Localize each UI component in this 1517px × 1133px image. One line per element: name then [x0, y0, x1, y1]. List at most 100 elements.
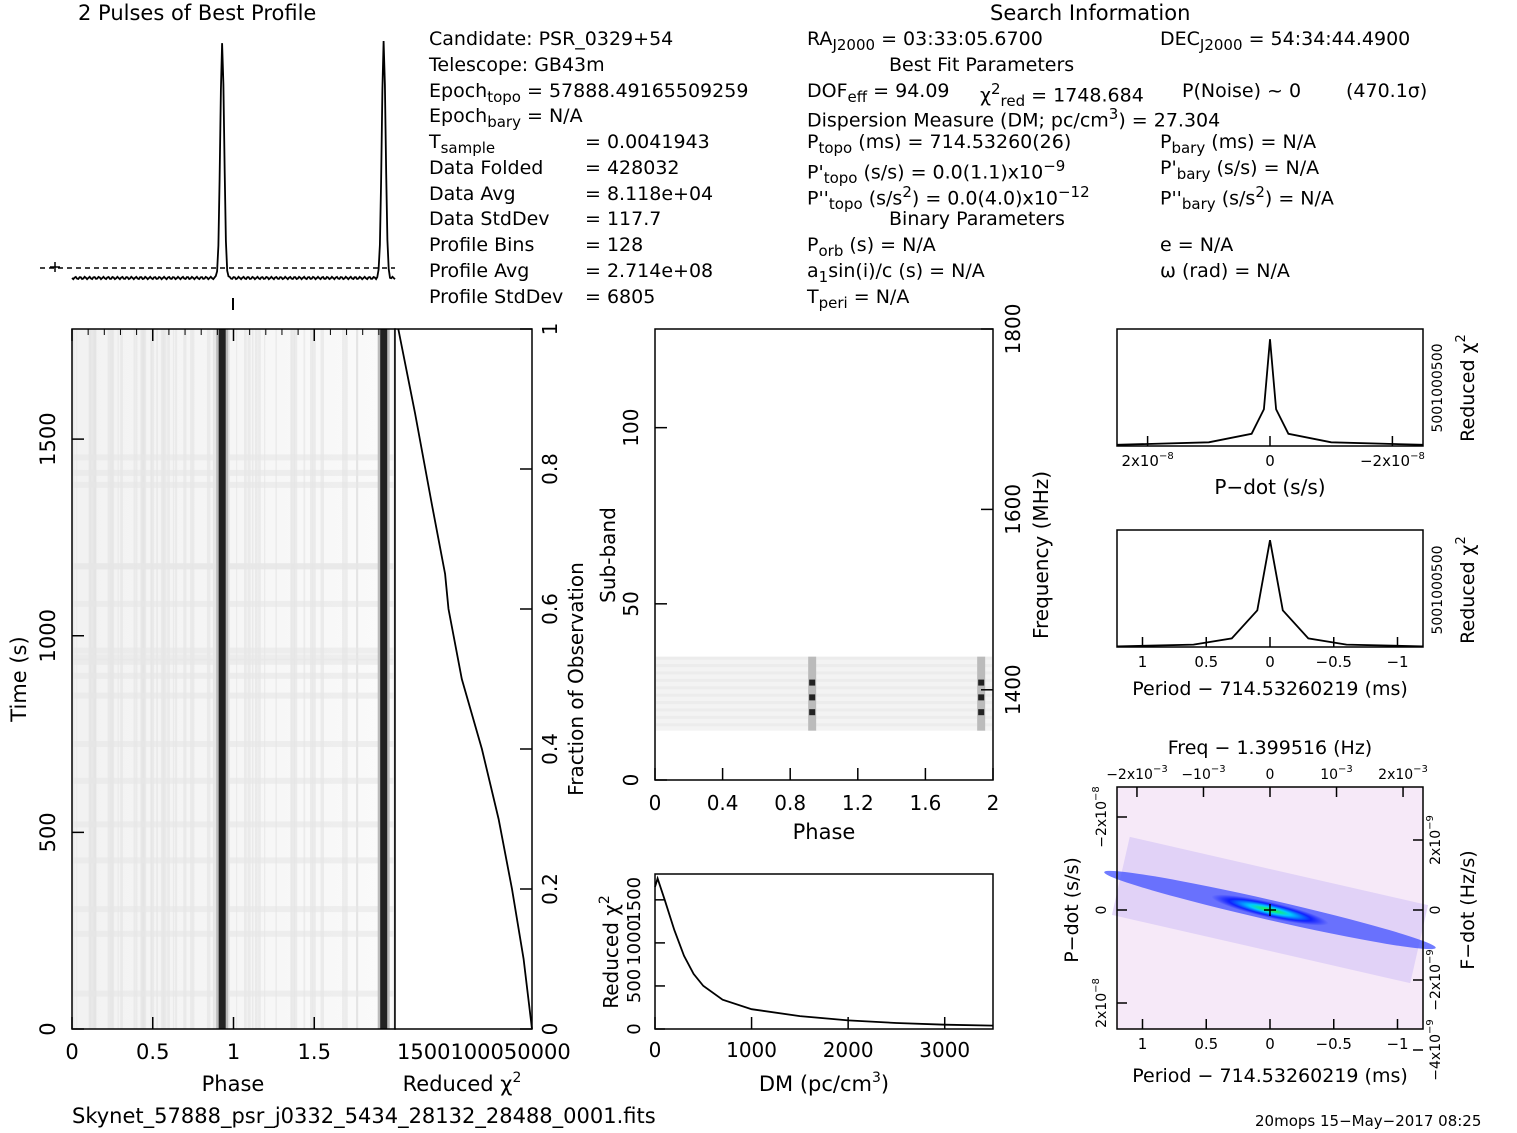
freq-tick-label: 2x10−3: [1378, 764, 1428, 783]
noise-stripe: [118, 329, 119, 1029]
freq-tick-label: 1400: [1001, 664, 1025, 715]
period-chi2-frame: [1117, 530, 1423, 647]
filename: Skynet_57888_psr_j0332_5434_28132_28488_…: [72, 1104, 656, 1128]
subband-row: [656, 657, 992, 660]
dm-chi2-frame: [655, 874, 993, 1029]
subband-pulse: [977, 657, 985, 731]
time-band: [72, 564, 395, 570]
pdot-tick-label: 0: [1265, 452, 1275, 470]
ppdot-period-tick-label: 0.5: [1194, 1035, 1218, 1053]
freq-tick-label: 1600: [1001, 484, 1025, 535]
freq-axis-label: Freq − 1.399516 (Hz): [1168, 737, 1372, 759]
dm-redchi-axis-label: Reduced χ2: [597, 895, 623, 1009]
subband-tick-label: 100: [619, 409, 643, 447]
noise-stripe: [163, 329, 167, 1029]
period-chi2-plot: 1 0.5 0 −0.5 −15001000500: [1117, 530, 1446, 671]
freq-tick-label: −2x10−3: [1106, 764, 1168, 783]
phase2-tick-label: 0: [649, 791, 662, 815]
dm-tick-label: 0: [649, 1038, 662, 1062]
ppdot-period-tick-label: 1: [1138, 1035, 1148, 1053]
profile-line: [72, 41, 395, 279]
freq-tick-label: 0: [1266, 767, 1275, 783]
time-band: [72, 857, 395, 863]
dm-tick-label: 2000: [823, 1038, 874, 1062]
noise-stripe: [290, 329, 292, 1029]
time-tick-label: 500: [36, 812, 60, 852]
noise-stripe: [140, 329, 143, 1029]
fraction-tick-label: 1: [538, 323, 562, 336]
phase2-tick-label: 0.4: [707, 791, 739, 815]
noise-stripe: [136, 329, 138, 1029]
subband-pulse-dot: [809, 680, 815, 686]
subband-pulse-dot: [978, 680, 984, 686]
pdot-tick-label: 2x10−8: [1121, 451, 1173, 470]
pulse-track: [380, 329, 387, 1029]
noise-stripe: [344, 329, 347, 1029]
phase-tick-label: 0: [65, 1040, 78, 1064]
time-band: [72, 931, 395, 937]
dm-tick-label: 1000: [726, 1038, 777, 1062]
subband-tick-label: 50: [619, 591, 643, 616]
period-tick-label: 1: [1138, 653, 1148, 671]
noise-stripe: [356, 329, 358, 1029]
subband-row: [656, 708, 992, 711]
noise-stripe: [134, 329, 136, 1029]
noise-stripe: [175, 329, 177, 1029]
frequency-axis-label: Frequency (MHz): [1029, 471, 1053, 639]
noise-stripe: [244, 329, 247, 1029]
phase-tick-label: 0.5: [136, 1040, 169, 1064]
subband-row: [656, 671, 992, 674]
time-axis-label: Time (s): [7, 636, 31, 722]
redchi-tick-labels: 1500100050000: [397, 1040, 571, 1064]
ppdot-pdot-axis-label: P−dot (s/s): [1061, 857, 1083, 963]
noise-stripe: [183, 329, 186, 1029]
pdot-axis-label: P−dot (s/s): [1214, 475, 1325, 499]
noise-stripe: [156, 329, 158, 1029]
prepfold-plots: 0500100015000 0.5 1 1.5 00.20.40.60.8115001…: [0, 0, 1517, 1133]
noise-stripe: [248, 329, 251, 1029]
time-band: [72, 778, 395, 784]
pdot-redchi-axis-label: Reduced χ2: [1454, 334, 1479, 442]
subband-row: [656, 686, 992, 689]
noise-stripe: [312, 329, 315, 1029]
freq-tick-label: 10−3: [1320, 764, 1353, 783]
time-phase-plot: 0500100015000 0.5 1 1.5: [36, 329, 396, 1064]
dm-tick-label: 3000: [919, 1038, 970, 1062]
noise-stripe: [213, 329, 215, 1029]
noise-stripe: [342, 329, 344, 1029]
chi2-fraction-plot: 00.20.40.60.811500100050000: [395, 323, 571, 1064]
subband-pulse-dot: [978, 694, 984, 700]
freq-tick-label: 1800: [1001, 304, 1025, 355]
timestamp: 20mops 15−May−2017 08:25: [1255, 1112, 1481, 1130]
phase2-axis-label: Phase: [793, 820, 856, 844]
noise-stripe: [193, 329, 195, 1029]
phase2-tick-label: 0.8: [774, 791, 806, 815]
subband-row: [656, 716, 992, 719]
period-axis-label: Period − 714.53260219 (ms): [1132, 678, 1408, 700]
subband-row: [656, 664, 992, 667]
pdot-tick-label: −2x10−8: [1360, 451, 1425, 470]
subband-pulse-dot: [809, 694, 815, 700]
fdot-tick-label: −2x10−9: [1425, 949, 1444, 1011]
phase2-tick-label: 1.6: [909, 791, 941, 815]
dm-y-tick-label: 500: [624, 969, 645, 1003]
fdot-tick-label: 2x10−9: [1425, 815, 1444, 865]
time-band: [72, 659, 395, 665]
fdot-tick-label: −4x10−9: [1425, 1019, 1444, 1081]
pulse-track: [219, 329, 226, 1029]
p-pdot-plot: 1 0.5 0 −0.5 −1−2x10−3 −10−3 0 10−3 2x10−3−2x10−…: [1091, 764, 1444, 1081]
subband-tick-label: 0: [619, 774, 643, 787]
error-bar-icon: [50, 262, 60, 272]
time-band: [72, 470, 395, 476]
ppdot-period-tick-label: −0.5: [1316, 1035, 1352, 1053]
fraction-tick-label: 0.6: [538, 593, 562, 625]
subband-row: [656, 701, 992, 704]
noise-stripe: [252, 329, 254, 1029]
time-tick-label: 0: [36, 1022, 60, 1035]
noise-stripe: [167, 329, 170, 1029]
fdot-axis-label: F−dot (Hz/s): [1457, 850, 1479, 969]
profile-plot: [40, 41, 395, 310]
noise-stripe: [190, 329, 193, 1029]
period-y-tick-labels: 5001000500: [1430, 545, 1446, 634]
phase-tick-label: 1: [227, 1040, 240, 1064]
